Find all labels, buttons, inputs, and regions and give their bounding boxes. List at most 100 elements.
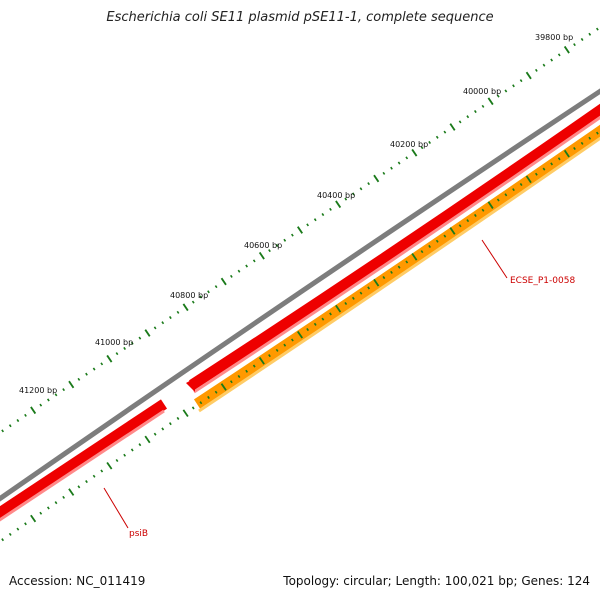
inner-ring-minor-tick <box>557 157 561 161</box>
outer-ring-minor-tick <box>168 316 172 320</box>
inner-ring-minor-tick <box>321 317 325 321</box>
outer-ring-minor-tick <box>275 243 279 247</box>
outer-ring-minor-tick <box>329 207 332 211</box>
inner-ring-minor-tick <box>161 427 165 431</box>
inner-ring-minor-tick <box>191 406 195 410</box>
inner-ring-major-tick <box>411 252 418 261</box>
outer-ring-minor-tick <box>481 104 485 108</box>
inner-ring-minor-tick <box>481 208 485 212</box>
inner-ring-major-tick <box>449 227 456 235</box>
inner-ring-minor-tick <box>62 495 66 499</box>
inner-ring-minor-tick <box>443 234 447 238</box>
inner-ring-minor-tick <box>534 172 538 176</box>
inner-ring-minor-tick <box>306 328 310 332</box>
outer-ring-major-tick <box>30 406 37 415</box>
outer-ring-minor-tick <box>138 336 142 340</box>
map-title: Escherichia coli SE11 plasmid pSE11-1, c… <box>106 10 494 25</box>
inner-ring-minor-tick <box>176 416 180 420</box>
outer-ring-minor-tick <box>46 398 50 402</box>
inner-ring-minor-tick <box>435 239 439 243</box>
outer-ring-minor-tick <box>176 310 180 314</box>
topology-summary: Topology: circular; Length: 100,021 bp; … <box>283 574 590 588</box>
inner-ring-minor-tick <box>359 291 363 295</box>
outer-ring-minor-tick <box>237 269 241 273</box>
outer-ring-major-tick <box>487 97 494 106</box>
inner-ring-major-tick <box>144 435 151 444</box>
outer-ring-minor-tick <box>420 146 424 150</box>
outer-ring-minor-tick <box>519 79 523 83</box>
outer-ring-minor-tick <box>580 37 584 41</box>
tick-label-40600: 40600 bp <box>244 241 282 250</box>
inner-ring-minor-tick <box>77 485 81 489</box>
outer-ring-major-tick <box>220 277 227 286</box>
cds-ECSE_P1-0058-band[interactable] <box>193 124 600 409</box>
inner-ring-minor-tick <box>542 167 546 171</box>
outer-ring-minor-tick <box>588 32 592 36</box>
inner-ring-major-tick <box>106 461 113 470</box>
outer-ring-major-tick <box>373 174 380 183</box>
inner-ring-minor-tick <box>100 469 104 473</box>
tick-label-40400: 40400 bp <box>317 191 355 200</box>
inner-ring-minor-tick <box>252 364 256 368</box>
outer-ring-minor-tick <box>290 233 294 237</box>
inner-ring-minor-tick <box>329 312 332 316</box>
outer-ring-minor-tick <box>359 187 363 191</box>
inner-ring-minor-tick <box>588 136 592 140</box>
outer-ring-minor-tick <box>344 197 348 201</box>
inner-ring-minor-tick <box>580 141 584 145</box>
outer-ring-minor-tick <box>191 300 195 304</box>
outer-ring-minor-tick <box>458 120 462 124</box>
gene-ECSE_P1-0058-arrow[interactable] <box>189 103 600 390</box>
outer-ring-minor-tick <box>92 367 96 371</box>
gene-psiB-arrow[interactable] <box>0 399 168 520</box>
inner-ring-minor-tick <box>405 260 409 264</box>
outer-ring-minor-tick <box>214 285 218 289</box>
inner-tick-ring <box>1 131 599 542</box>
tick-label-40200: 40200 bp <box>390 140 428 149</box>
inner-ring-minor-tick <box>245 369 249 373</box>
outer-ring-minor-tick <box>115 352 119 356</box>
inner-ring-minor-tick <box>290 338 294 342</box>
inner-ring-major-tick <box>563 149 570 158</box>
inner-ring-major-tick <box>258 357 265 365</box>
outer-ring-minor-tick <box>557 53 561 57</box>
inner-ring-minor-tick <box>138 443 142 447</box>
inner-ring-minor-tick <box>595 131 599 135</box>
gene-label-psiB[interactable]: psiB <box>129 529 148 539</box>
inner-ring-minor-tick <box>573 146 576 151</box>
inner-ring-minor-tick <box>275 348 279 352</box>
outer-ring-major-tick <box>106 354 113 363</box>
outer-ring-minor-tick <box>16 419 20 423</box>
tick-label-group: 39800 bp 40000 bp 40200 bp 40400 bp 4060… <box>19 33 573 395</box>
inner-ring-minor-tick <box>283 343 287 347</box>
outer-ring-minor-tick <box>512 84 515 88</box>
tick-label-41200: 41200 bp <box>19 386 57 395</box>
gene-label-ECSE_P1-0058[interactable]: ECSE_P1-0058 <box>510 276 575 286</box>
inner-ring-minor-tick <box>390 270 393 274</box>
inner-ring-minor-tick <box>46 506 50 510</box>
outer-ring-minor-tick <box>595 27 599 31</box>
outer-ring-minor-tick <box>1 429 5 433</box>
inner-ring-minor-tick <box>130 448 134 452</box>
outer-ring-minor-tick <box>321 213 325 217</box>
outer-ring-minor-tick <box>39 403 43 407</box>
outer-ring-minor-tick <box>123 346 127 350</box>
outer-ring-minor-tick <box>252 259 256 263</box>
psiB-callout-line <box>103 487 129 529</box>
inner-ring-minor-tick <box>92 474 96 478</box>
outer-ring-minor-tick <box>8 424 12 428</box>
cds-ECSE_P1-0058-shadow <box>198 136 600 413</box>
tick-label-40800: 40800 bp <box>170 291 208 300</box>
inner-ring-minor-tick <box>153 432 157 436</box>
tick-label-40000: 40000 bp <box>463 87 501 96</box>
outer-ring-major-tick <box>449 123 456 131</box>
outer-ring-minor-tick <box>550 58 554 62</box>
outer-ring-minor-tick <box>466 115 470 119</box>
outer-ring-minor-tick <box>229 274 233 278</box>
inner-ring-major-tick <box>68 488 75 496</box>
inner-ring-major-tick <box>182 409 189 417</box>
inner-ring-minor-tick <box>420 250 424 254</box>
outer-ring-minor-tick <box>100 362 104 366</box>
inner-ring-major-tick <box>30 514 37 523</box>
inner-ring-minor-tick <box>397 265 401 269</box>
